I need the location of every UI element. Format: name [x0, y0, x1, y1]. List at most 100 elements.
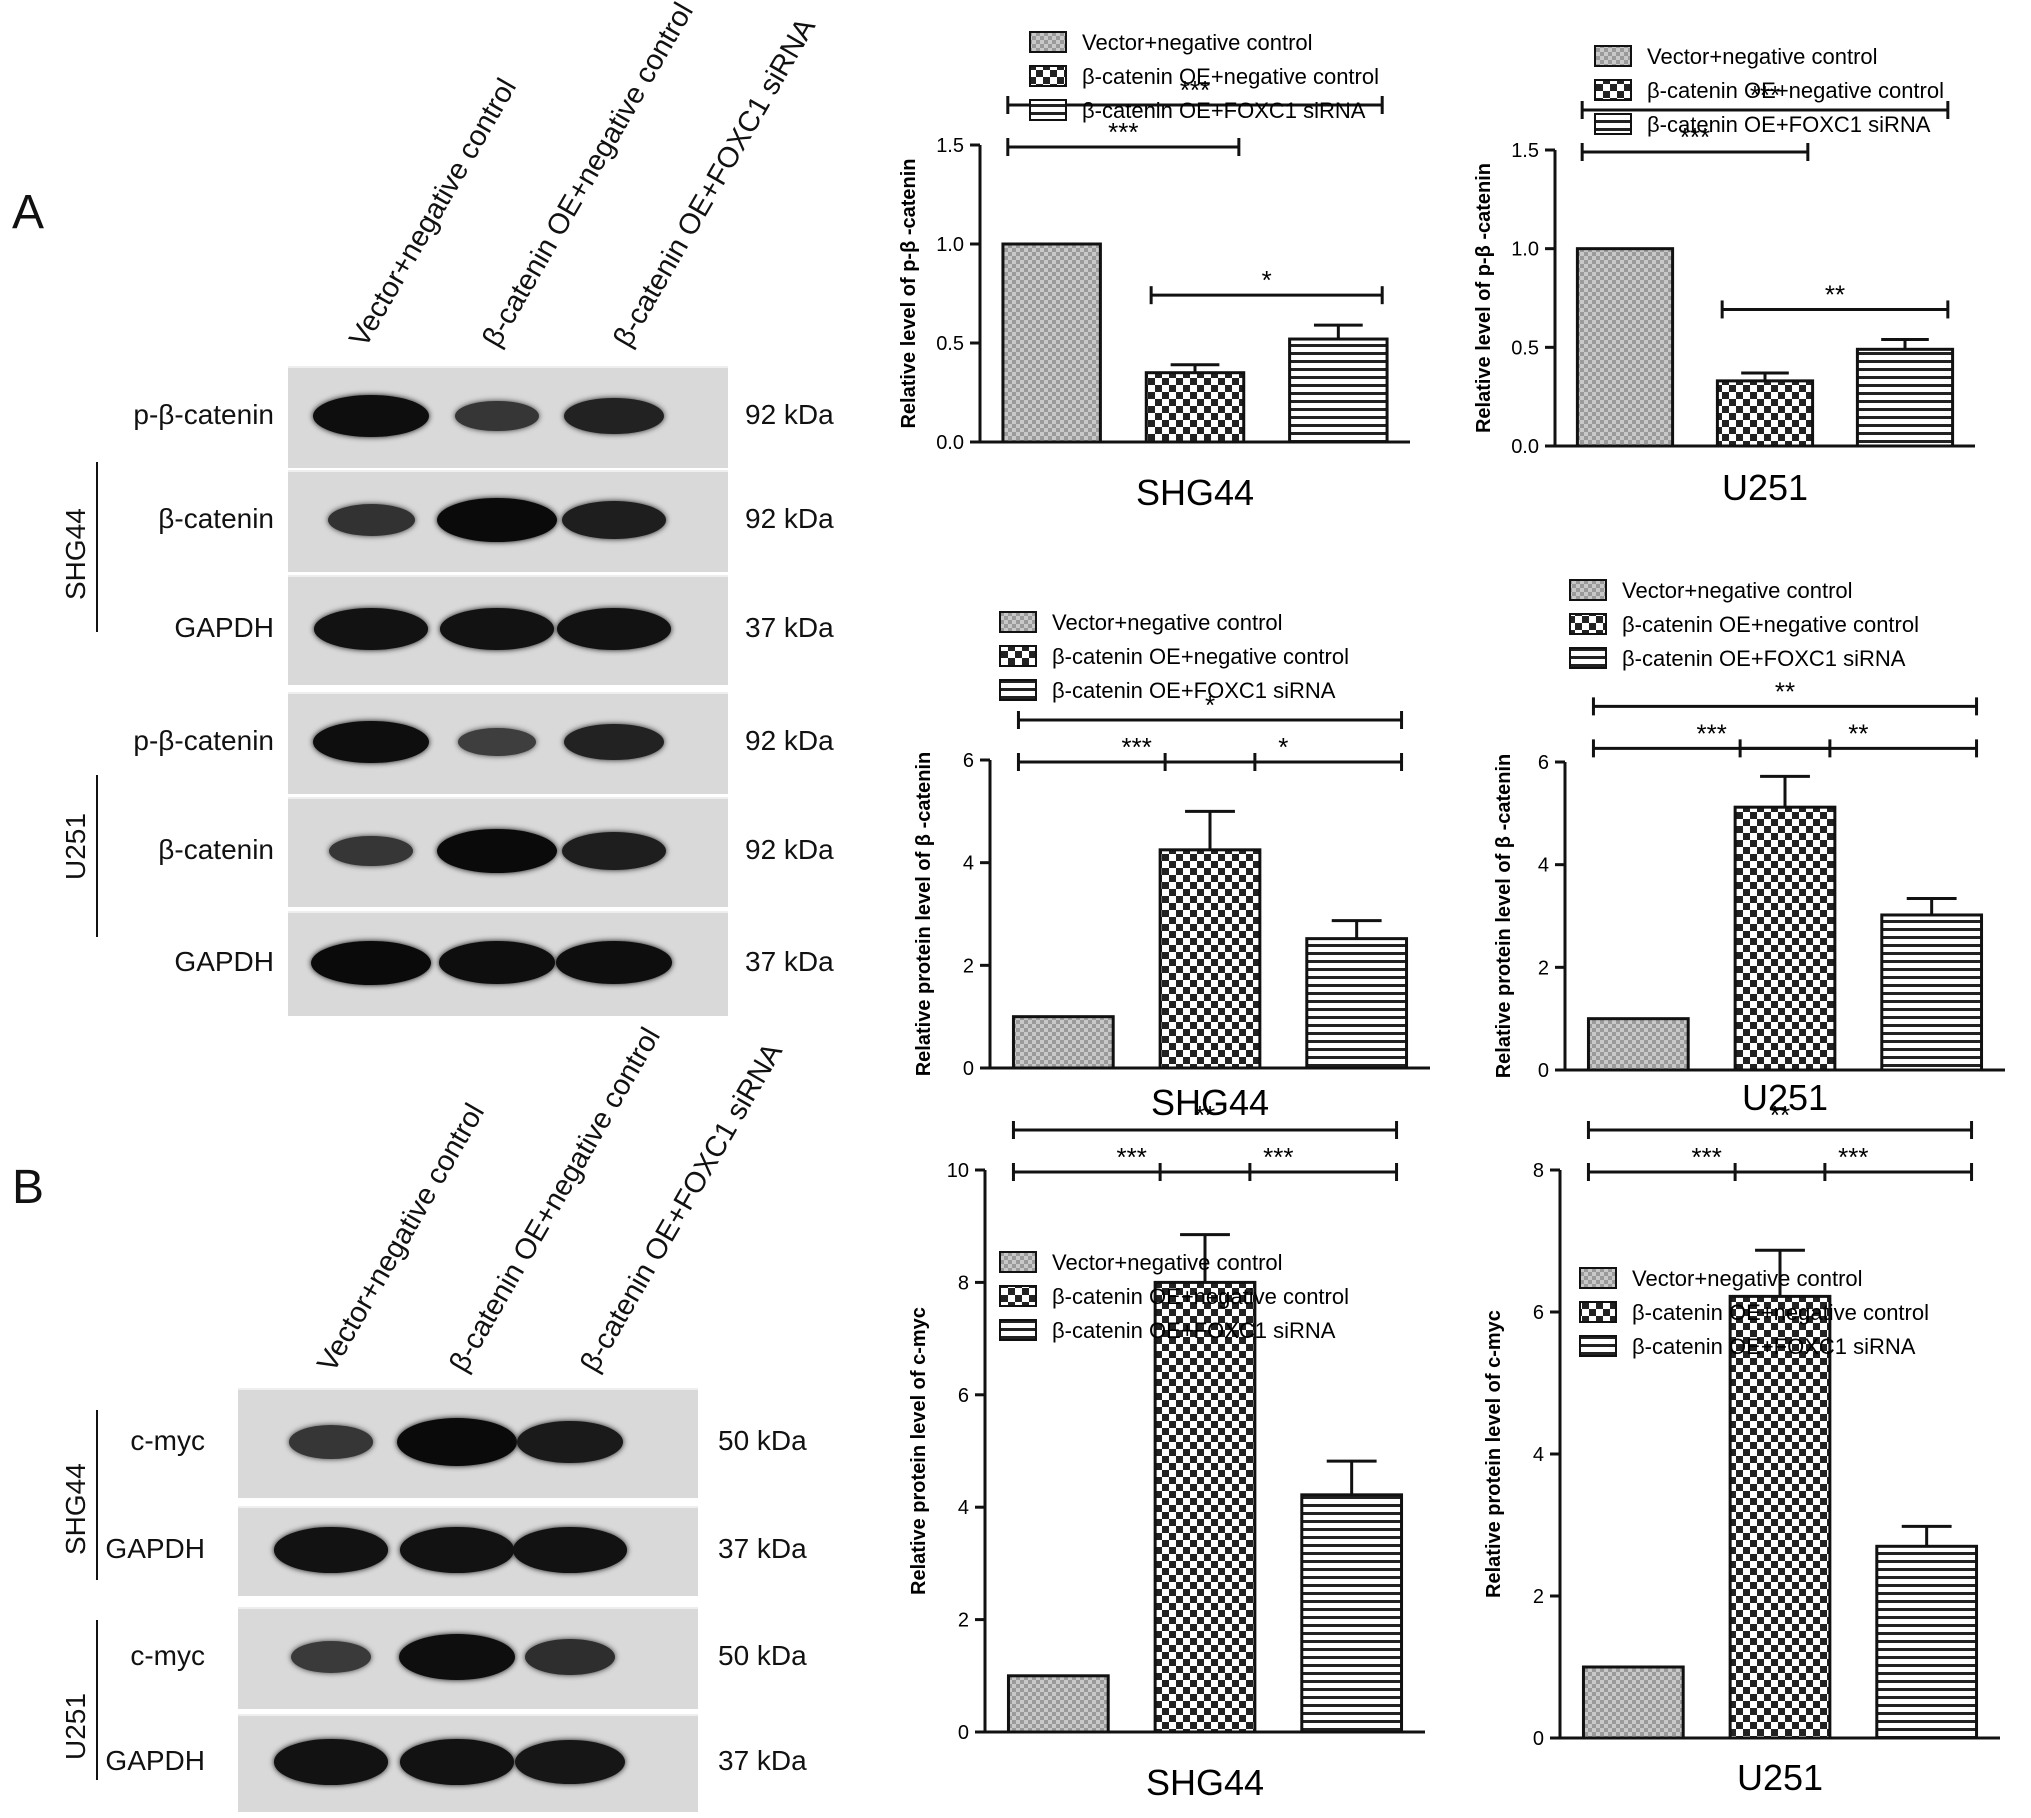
legend-label: β-catenin OE+FOXC1 siRNA [1647, 112, 1931, 137]
significance-stars: *** [1121, 732, 1151, 762]
significance-stars: ** [1195, 1100, 1215, 1130]
legend-swatch [1569, 613, 1607, 635]
bar [1300, 1493, 1404, 1734]
bar-chart: 0.0 0.5 1.0 1.5 Relative level of p-β -caten… [898, 30, 1410, 513]
protein-band [514, 1739, 626, 1784]
band-label: β-catenin [158, 503, 274, 534]
protein-band [440, 608, 554, 650]
y-axis-label: Relative level of p-β -catenin [1473, 163, 1495, 433]
y-tick-label: 0.5 [936, 333, 964, 355]
legend-swatch [1029, 31, 1067, 53]
significance-stars: *** [1263, 1142, 1293, 1172]
legend-swatch [1569, 647, 1607, 669]
legend-swatch [1569, 579, 1607, 601]
band-label: GAPDH [105, 1533, 205, 1564]
bar [1144, 371, 1246, 444]
y-tick-label: 6 [1538, 752, 1549, 774]
bar-chart: 0 2 4 6 8 10 Relative protein level of c-myc SH… [908, 1100, 1425, 1803]
protein-band [437, 829, 557, 873]
y-tick-label: 0.0 [936, 432, 964, 454]
band-label: c-myc [130, 1640, 205, 1671]
legend-swatch [999, 1319, 1037, 1341]
legend-swatch [999, 679, 1037, 701]
y-tick-label: 6 [963, 750, 974, 772]
protein-band [563, 723, 665, 761]
legend-label: Vector+negative control [1647, 44, 1878, 69]
chart-title: U251 [1737, 1757, 1823, 1798]
legend-label: β-catenin OE+negative control [1052, 1284, 1349, 1309]
y-tick-label: 0 [958, 1722, 969, 1744]
y-axis-label: Relative protein level of β -catenin [1493, 754, 1515, 1079]
significance-stars: *** [1108, 117, 1138, 147]
band-label: GAPDH [105, 1745, 205, 1776]
y-tick-label: 4 [963, 853, 974, 875]
bar [1001, 242, 1102, 444]
legend-swatch [1029, 99, 1067, 121]
y-axis-label: Relative protein level of c-myc [1483, 1310, 1505, 1598]
y-tick-label: 4 [1533, 1444, 1544, 1466]
y-tick-label: 0.5 [1511, 337, 1539, 359]
molecular-weight-label: 92 kDa [745, 725, 834, 756]
molecular-weight-label: 37 kDa [745, 945, 834, 977]
bar [1158, 848, 1262, 1070]
molecular-weight-label: 37 kDa [718, 1745, 807, 1776]
molecular-weight-label: 37 kDa [718, 1533, 807, 1564]
significance-stars: * [1278, 732, 1288, 762]
legend-label: β-catenin OE+negative control [1082, 64, 1379, 89]
bar [1586, 1017, 1690, 1072]
legend-swatch [999, 645, 1037, 667]
legend-label: β-catenin OE+FOXC1 siRNA [1052, 678, 1336, 703]
significance-stars: *** [1838, 1142, 1868, 1172]
y-tick-label: 1.0 [1511, 239, 1539, 261]
molecular-weight-label: 92 kDa [745, 399, 834, 430]
protein-band [397, 1418, 517, 1466]
band-label: β-catenin [158, 834, 274, 865]
molecular-weight-label: 92 kDa [745, 834, 834, 865]
y-tick-label: 8 [958, 1272, 969, 1294]
significance-stars: *** [1116, 1142, 1146, 1172]
legend-label: β-catenin OE+FOXC1 siRNA [1052, 1318, 1336, 1343]
bar [1855, 347, 1955, 448]
molecular-weight-label: 92 kDa [745, 503, 834, 534]
bar [1006, 1674, 1110, 1734]
bar [1880, 913, 1984, 1072]
y-tick-label: 4 [1538, 855, 1549, 877]
significance-stars: * [1262, 265, 1272, 295]
protein-band [398, 1633, 516, 1681]
legend-label: β-catenin OE+FOXC1 siRNA [1632, 1334, 1916, 1359]
significance-stars: *** [1691, 1142, 1721, 1172]
legend-swatch [1029, 65, 1067, 87]
protein-band [562, 501, 666, 539]
protein-band [400, 1527, 514, 1573]
band-label: c-myc [130, 1425, 205, 1456]
legend-label: Vector+negative control [1082, 30, 1313, 55]
y-tick-label: 2 [1533, 1586, 1544, 1608]
band-label: GAPDH [174, 945, 274, 977]
chart-title: U251 [1722, 467, 1808, 508]
cell-line-bracket [96, 462, 98, 632]
panel-label-a: A [12, 186, 45, 239]
bar [1153, 1280, 1257, 1734]
bar [1581, 1665, 1685, 1740]
legend-label: Vector+negative control [1052, 610, 1283, 635]
legend-swatch [1594, 79, 1632, 101]
molecular-weight-label: 37 kDa [745, 612, 834, 643]
y-tick-label: 0 [1533, 1728, 1544, 1750]
legend-swatch [1594, 113, 1632, 135]
protein-band [311, 940, 431, 985]
y-tick-label: 0.0 [1511, 436, 1539, 458]
legend-label: β-catenin OE+FOXC1 siRNA [1082, 98, 1366, 123]
legend-swatch [999, 1285, 1037, 1307]
cell-line-bracket [96, 1620, 98, 1780]
significance-stars: * [1205, 690, 1215, 720]
bar [1575, 247, 1675, 448]
protein-band [312, 394, 430, 438]
bar [1875, 1544, 1979, 1740]
chart-title: SHG44 [1146, 1762, 1264, 1803]
y-axis-label: Relative protein level of β -catenin [913, 752, 935, 1077]
protein-band [437, 498, 557, 542]
significance-stars: *** [1680, 122, 1710, 152]
bar-chart: 0 2 4 6 Relative protein level of β -catenin… [913, 610, 1430, 1123]
